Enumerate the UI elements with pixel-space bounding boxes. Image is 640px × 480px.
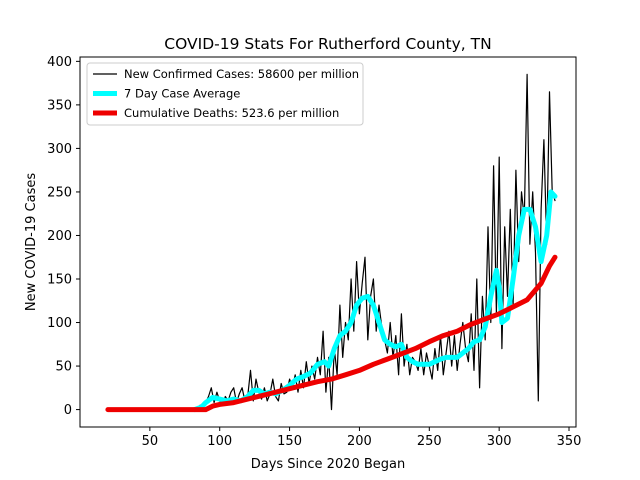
series-line-1 <box>192 189 558 413</box>
legend: New Confirmed Cases: 58600 per million 7 … <box>86 62 364 126</box>
plot-area <box>105 73 558 413</box>
y-tick-label: 0 <box>64 403 72 418</box>
y-axis: 0 50 100 150 200 250 300 350 400 <box>47 55 80 418</box>
y-tick-label: 200 <box>47 229 72 244</box>
x-tick-label: 350 <box>557 434 582 449</box>
legend-label-0: New Confirmed Cases: 58600 per million <box>124 67 359 81</box>
plot-frame <box>79 56 577 428</box>
y-tick-label: 100 <box>47 316 72 331</box>
x-tick-label: 250 <box>417 434 442 449</box>
y-tick-label: 50 <box>55 360 72 375</box>
legend-label-1: 7 Day Case Average <box>124 87 240 101</box>
series-line-2 <box>105 254 558 413</box>
legend-box <box>86 62 364 126</box>
y-tick-label: 400 <box>47 55 72 70</box>
y-tick-label: 150 <box>47 273 72 288</box>
x-tick-label: 200 <box>347 434 372 449</box>
x-tick-label: 150 <box>277 434 302 449</box>
y-tick-label: 300 <box>47 142 72 157</box>
x-axis: 50 100 150 200 250 300 350 <box>142 427 582 449</box>
x-tick-label: 100 <box>207 434 232 449</box>
x-axis-title: Days Since 2020 Began <box>251 457 406 472</box>
x-tick-label: 300 <box>487 434 512 449</box>
y-tick-label: 350 <box>47 98 72 113</box>
chart-title: COVID-19 Stats For Rutherford County, TN <box>164 35 491 53</box>
legend-label-2: Cumulative Deaths: 523.6 per million <box>124 106 339 120</box>
y-tick-label: 250 <box>47 185 72 200</box>
x-tick-label: 50 <box>142 434 159 449</box>
y-axis-title: New COVID-19 Cases <box>24 173 39 311</box>
